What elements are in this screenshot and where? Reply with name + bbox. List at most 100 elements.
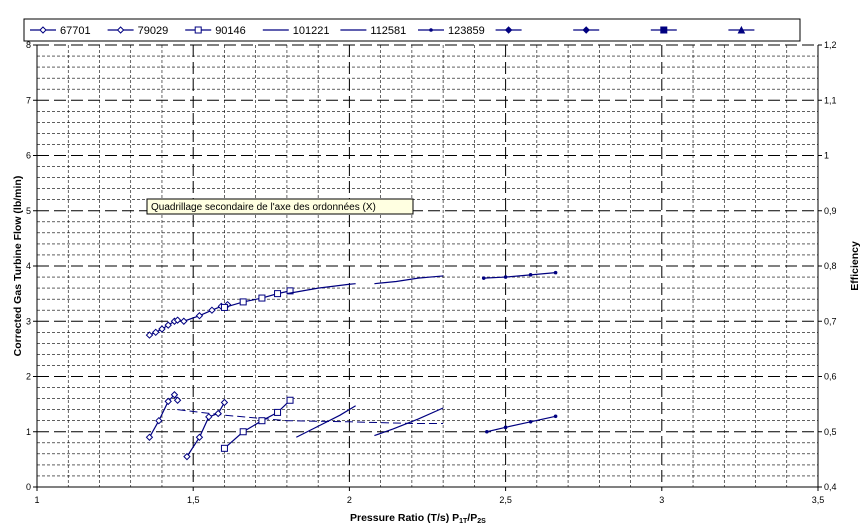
- legend-label: 90146: [215, 25, 246, 37]
- legend-item-79029: 79029: [107, 25, 169, 37]
- flow-point-67701: [145, 331, 154, 339]
- y-tick-label: 0: [26, 482, 31, 492]
- legend-marker: [660, 26, 668, 34]
- x-tick-label: 1: [34, 495, 39, 505]
- y-tick-label: 2: [26, 372, 31, 382]
- y2-tick-label: 0,5: [824, 427, 837, 437]
- flow-series-line-123859: [483, 272, 556, 279]
- efficiency-series-line-112581: [374, 407, 444, 437]
- flow-point-90146: [286, 287, 294, 295]
- flow-point-67701: [152, 328, 160, 337]
- efficiency-point-90146: [258, 417, 266, 425]
- x-tick-label: 2: [347, 495, 352, 505]
- y-axis-ticks: 0 1 2 3 4 5 6 7 8: [26, 40, 37, 492]
- x-tick-label: 3: [659, 495, 664, 505]
- legend-label: 79029: [138, 25, 169, 37]
- y-tick-label: 1: [26, 427, 31, 437]
- tooltip-box: [146, 198, 414, 215]
- flow-series-line-112581: [374, 275, 444, 285]
- efficiency-point-67701: [155, 416, 163, 425]
- flow-point-90146: [274, 290, 282, 298]
- legend-label: 101221: [293, 25, 330, 37]
- legend-label: 67701: [60, 25, 91, 37]
- x-tick-label: 2,5: [499, 495, 512, 505]
- y2-tick-label: 0,9: [824, 206, 837, 216]
- efficiency-point-79029: [220, 398, 229, 407]
- y2-tick-label: 1: [824, 151, 829, 161]
- x-tick-label: 1,5: [187, 495, 200, 505]
- legend-label: 112581: [370, 25, 406, 37]
- y-tick-label: 4: [26, 261, 31, 271]
- y2-tick-label: 0,4: [824, 482, 837, 492]
- y-tick-label: 8: [26, 40, 31, 50]
- x-tick-label: 3,5: [812, 495, 825, 505]
- legend-item-extra-6: [495, 26, 522, 34]
- efficiency-point-90146: [286, 396, 294, 404]
- y-axis-title: Corrected Gas Turbine Flow (lb/min): [12, 176, 24, 357]
- efficiency-point-67701: [173, 396, 182, 404]
- legend: 67701 79029 90146 101221 112581 123859: [23, 18, 801, 42]
- y2-tick-label: 1,1: [824, 95, 837, 105]
- flow-series-line-101221: [286, 283, 356, 295]
- efficiency-point-79029: [205, 413, 213, 421]
- efficiency-point-123859: [553, 414, 558, 419]
- y2-tick-label: 0,7: [824, 316, 837, 326]
- legend-marker: [194, 26, 202, 34]
- y2-tick-label: 0,8: [824, 261, 837, 271]
- flow-point-90146: [258, 294, 266, 302]
- legend-item-extra-9: [728, 25, 755, 34]
- legend-item-112581: 112581: [340, 25, 406, 37]
- tooltip-text: Quadrillage secondaire de l'axe des ordo…: [151, 202, 376, 213]
- legend-marker: [737, 25, 746, 34]
- y2-tick-label: 0,6: [824, 372, 837, 382]
- flow-point-79029: [195, 312, 204, 320]
- series-layer: [145, 270, 558, 461]
- efficiency-series-line-123859: [486, 415, 556, 433]
- y-tick-label: 6: [26, 151, 31, 161]
- flow-point-67701: [164, 321, 172, 329]
- plot-area: [36, 44, 819, 488]
- legend-item-67701: 67701: [30, 25, 91, 37]
- flow-point-123859: [481, 276, 486, 280]
- major-gridlines: [37, 44, 818, 487]
- legend-item-90146: 90146: [185, 25, 246, 37]
- legend-marker: [116, 26, 125, 34]
- flow-point-79029: [180, 317, 188, 325]
- y2-axis-title: Efficiency: [849, 241, 861, 291]
- efficiency-point-90146: [274, 408, 282, 416]
- tooltip: Quadrillage secondaire de l'axe des ordo…: [146, 198, 414, 215]
- legend-label: 123859: [448, 25, 485, 37]
- efficiency-point-123859: [503, 425, 508, 430]
- efficiency-point-123859: [485, 429, 489, 434]
- efficiency-point-67701: [164, 397, 172, 406]
- legend-item-extra-7: [573, 26, 600, 34]
- flow-point-90146: [239, 298, 247, 306]
- y-tick-label: 3: [26, 316, 31, 326]
- flow-point-123859: [528, 273, 533, 277]
- flow-point-79029: [208, 306, 216, 314]
- y2-tick-label: 1,2: [824, 40, 837, 50]
- efficiency-point-67701: [145, 433, 154, 441]
- x-axis-title: Pressure Ratio (T/s) P1T/P2S: [350, 512, 486, 524]
- flow-point-123859: [553, 270, 558, 275]
- efficiency-point-67701: [170, 391, 179, 399]
- legend-marker: [582, 26, 590, 34]
- y-tick-label: 7: [26, 95, 31, 105]
- legend-marker: [39, 26, 47, 34]
- flow-point-67701: [173, 316, 182, 324]
- efficiency-point-90146: [239, 428, 247, 436]
- efficiency-point-79029: [195, 433, 204, 441]
- efficiency-series-line-101221: [296, 405, 356, 438]
- efficiency-point-79029: [183, 452, 191, 461]
- legend-item-extra-8: [650, 26, 677, 34]
- legend-item-123859: 123859: [418, 25, 485, 37]
- legend-marker: [429, 28, 433, 32]
- x-axis-ticks: 1 1,5 2 2,5 3 3,5: [34, 487, 824, 505]
- efficiency-point-90146: [220, 444, 228, 452]
- legend-item-101221: 101221: [262, 25, 330, 37]
- flow-point-67701: [158, 325, 166, 333]
- efficiency-point-123859: [528, 420, 533, 424]
- flow-point-90146: [220, 303, 228, 311]
- y-tick-label: 5: [26, 206, 31, 216]
